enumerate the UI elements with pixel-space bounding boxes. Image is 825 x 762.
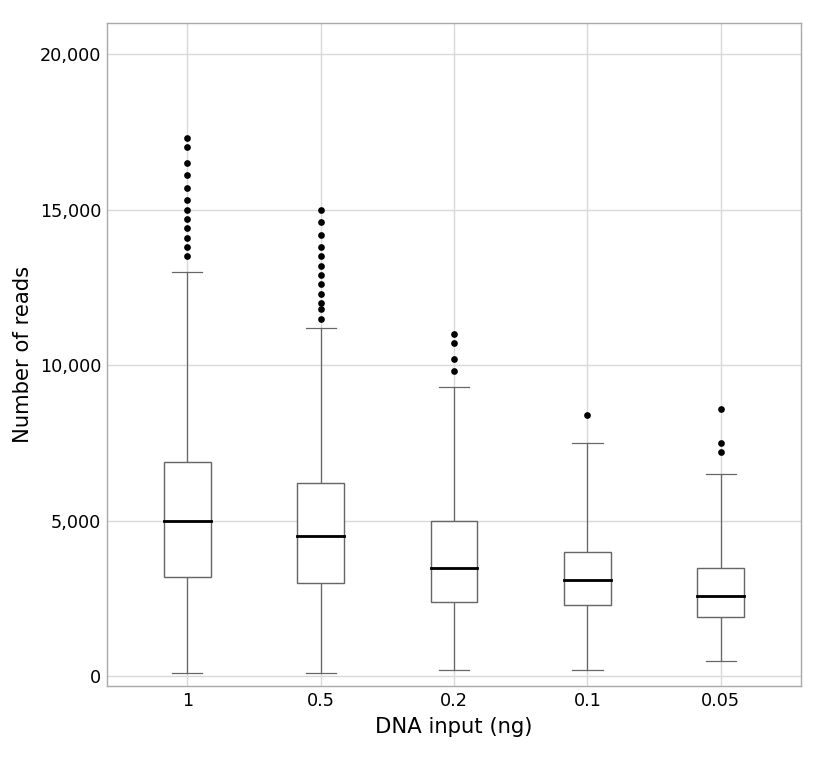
Bar (297, 484, 344, 583)
Bar (431, 521, 477, 602)
Bar (164, 462, 210, 577)
X-axis label: DNA input (ng): DNA input (ng) (375, 717, 532, 737)
Bar (563, 552, 610, 605)
Y-axis label: Number of reads: Number of reads (12, 266, 33, 443)
Bar (697, 568, 743, 617)
